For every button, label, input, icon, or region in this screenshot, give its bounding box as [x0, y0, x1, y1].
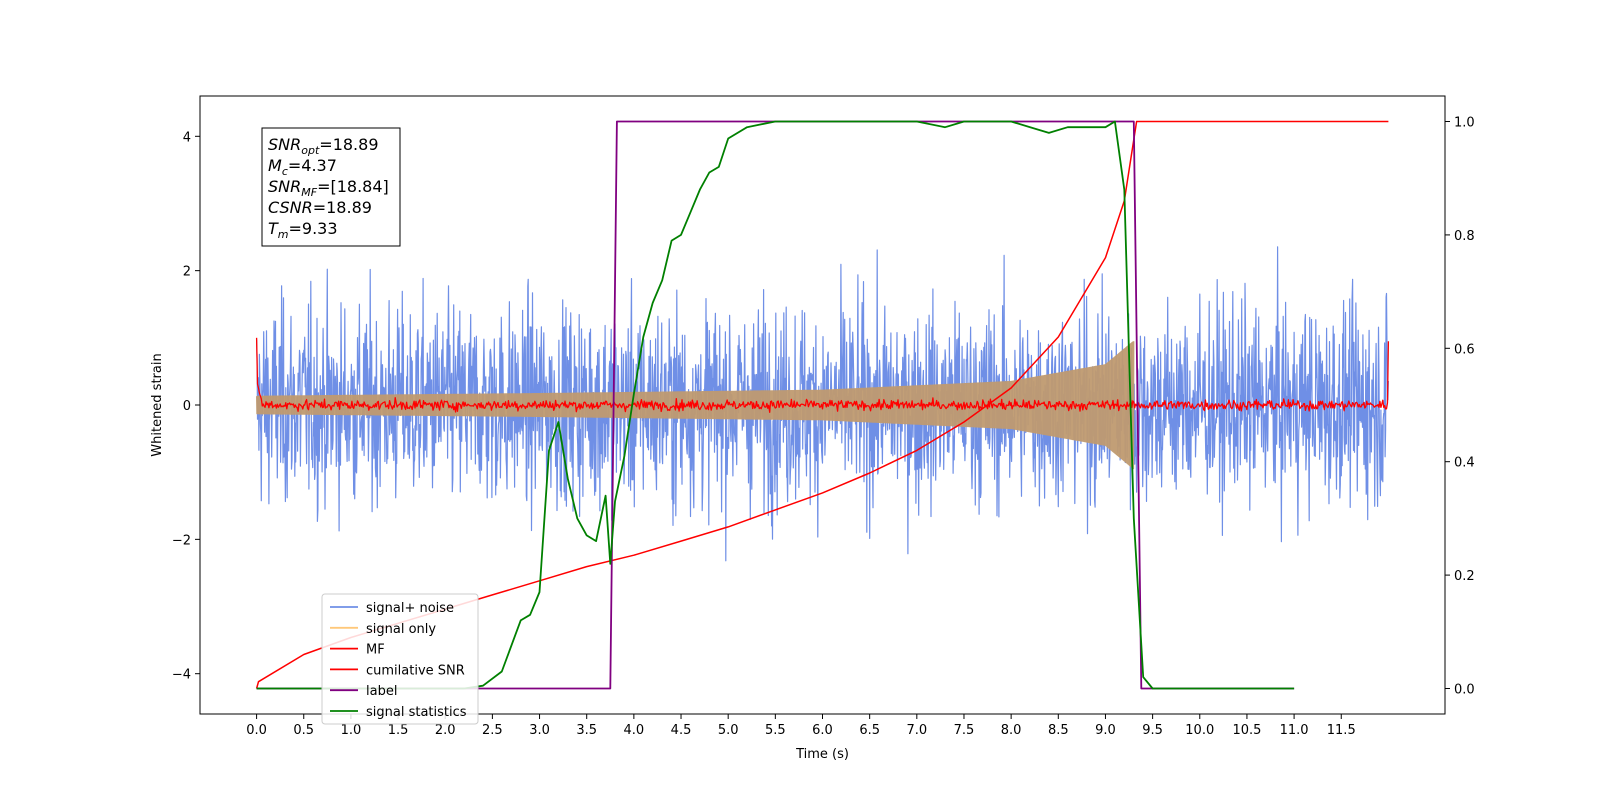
legend-entry: signal only	[366, 622, 436, 637]
legend-entry: cumilative SNR	[366, 663, 465, 678]
x-tick-label: 2.0	[435, 723, 456, 738]
series-signal-only	[256, 341, 1135, 470]
y-tick-label: 4	[183, 130, 191, 145]
x-tick-label: 10.0	[1185, 723, 1214, 738]
y-tick-label: 0	[183, 399, 191, 414]
x-tick-label: 2.5	[482, 723, 503, 738]
x-tick-label: 8.0	[1001, 723, 1022, 738]
y2-tick-label: 0.8	[1454, 229, 1475, 244]
x-tick-label: 5.0	[718, 723, 739, 738]
x-tick-label: 5.5	[765, 723, 786, 738]
legend-box	[321, 593, 479, 725]
legend-entry: label	[366, 684, 397, 699]
legend-entry: MF	[366, 643, 385, 658]
annotation-box	[261, 127, 401, 247]
x-tick-label: 3.0	[529, 723, 550, 738]
x-axis-label: Time (s)	[795, 747, 849, 762]
series-signal-noise	[256, 246, 1389, 562]
legend-entry: signal statistics	[366, 705, 467, 720]
x-tick-label: 10.5	[1232, 723, 1261, 738]
y2-tick-label: 0.0	[1454, 682, 1475, 697]
x-tick-label: 3.5	[576, 723, 597, 738]
y2-tick-label: 0.6	[1454, 342, 1475, 357]
x-tick-label: 1.0	[341, 723, 362, 738]
x-tick-label: 8.5	[1048, 723, 1069, 738]
x-tick-label: 0.5	[293, 723, 314, 738]
annotation-line: Tm=9.33	[268, 219, 338, 241]
y2-tick-label: 1.0	[1454, 116, 1475, 131]
series-mf	[255, 337, 1390, 413]
legend-entry: signal+ noise	[366, 601, 454, 616]
annotation-line: SNRMF=[18.84]	[268, 177, 389, 199]
y-tick-label: −4	[172, 668, 191, 683]
annotation-line: Mc=4.37	[268, 156, 337, 178]
x-tick-label: 0.0	[246, 723, 267, 738]
annotation-line: SNRopt=18.89	[268, 135, 379, 157]
x-tick-label: 7.5	[954, 723, 975, 738]
y2-tick-label: 0.4	[1454, 456, 1475, 471]
x-tick-label: 4.5	[671, 723, 692, 738]
y-tick-label: 2	[183, 265, 191, 280]
x-tick-label: 9.5	[1142, 723, 1163, 738]
x-tick-label: 6.0	[812, 723, 833, 738]
x-tick-label: 4.0	[624, 723, 645, 738]
y-tick-label: −2	[172, 533, 191, 548]
x-tick-label: 6.5	[859, 723, 880, 738]
x-tick-label: 11.0	[1280, 723, 1309, 738]
y2-tick-label: 0.2	[1454, 569, 1475, 584]
x-tick-label: 7.0	[906, 723, 927, 738]
series-signal-statistics	[256, 120, 1295, 690]
y-axis-label: Whitened strain	[150, 353, 165, 456]
annotation-line: CSNR=18.89	[268, 198, 372, 217]
x-tick-label: 11.5	[1327, 723, 1356, 738]
x-tick-label: 1.5	[388, 723, 409, 738]
x-tick-label: 9.0	[1095, 723, 1116, 738]
